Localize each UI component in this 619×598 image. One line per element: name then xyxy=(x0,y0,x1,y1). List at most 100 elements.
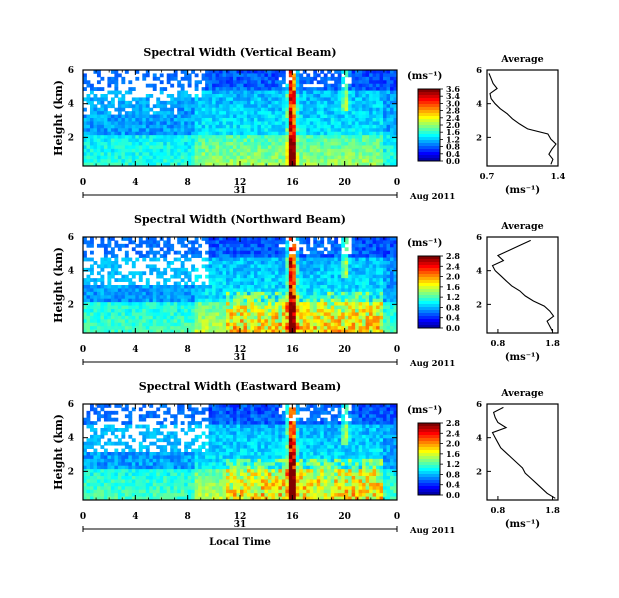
heatmap-cell xyxy=(212,138,216,143)
heatmap-cell xyxy=(330,288,335,293)
heatmap-cell xyxy=(180,135,185,139)
heatmap-cell xyxy=(302,87,307,91)
heatmap-cell xyxy=(271,70,276,74)
heatmap-cell xyxy=(348,83,353,88)
x-tick-label: 0 xyxy=(394,178,400,188)
heatmap-cell xyxy=(142,145,147,150)
heatmap-cell xyxy=(96,70,101,74)
heatmap-cell xyxy=(243,267,248,272)
heatmap-cell xyxy=(93,455,98,460)
average-y-tick-label: 2 xyxy=(476,133,482,143)
heatmap-cell xyxy=(320,278,325,282)
heatmap-cell xyxy=(253,267,258,272)
heatmap-cell xyxy=(184,155,189,160)
heatmap-cell xyxy=(93,87,98,91)
heatmap-cell xyxy=(110,142,115,146)
heatmap-cell xyxy=(173,267,178,272)
colorbar-tick-label: 2.8 xyxy=(446,251,460,261)
heatmap-cell xyxy=(121,315,126,320)
heatmap-cell xyxy=(229,152,234,157)
heatmap-cell xyxy=(159,247,164,252)
heatmap-cell xyxy=(156,295,161,300)
heatmap-cell xyxy=(369,312,373,317)
heatmap-cell xyxy=(177,309,182,313)
heatmap-cell xyxy=(187,142,192,146)
heatmap-cell xyxy=(348,94,353,98)
heatmap-cell xyxy=(278,142,283,146)
heatmap-cell xyxy=(383,267,387,272)
heatmap-cell xyxy=(267,291,272,296)
heatmap-cell xyxy=(226,94,230,98)
heatmap-cell xyxy=(320,162,325,167)
heatmap-cell xyxy=(316,159,321,163)
heatmap-cell xyxy=(383,73,387,78)
heatmap-cell xyxy=(376,80,380,85)
heatmap-cell xyxy=(271,295,276,300)
heatmap-cell xyxy=(205,138,209,143)
heatmap-cell xyxy=(330,159,335,163)
heatmap-cell xyxy=(316,281,321,286)
heatmap-cell xyxy=(306,148,311,153)
heatmap-cell xyxy=(316,118,321,122)
heatmap-cell xyxy=(369,250,373,255)
heatmap-cell xyxy=(219,274,223,279)
heatmap-cell xyxy=(159,309,164,313)
heatmap-cell xyxy=(246,298,251,303)
heatmap-cell xyxy=(93,305,98,310)
heatmap-cell xyxy=(219,319,223,324)
heatmap-cell xyxy=(156,121,161,126)
heatmap-cell xyxy=(341,70,346,74)
heatmap-cell xyxy=(100,288,105,293)
heatmap-cell xyxy=(110,124,115,129)
heatmap-cell xyxy=(393,237,398,241)
heatmap-cell xyxy=(379,237,384,241)
heatmap-cell xyxy=(257,159,262,163)
heatmap-cell xyxy=(278,240,283,245)
heatmap-cell xyxy=(369,118,373,122)
heatmap-cell xyxy=(260,97,265,102)
heatmap-cell xyxy=(246,114,251,119)
heatmap-cell xyxy=(355,285,360,289)
heatmap-cell xyxy=(309,90,314,95)
heatmap-cell xyxy=(201,138,206,143)
heatmap-cell xyxy=(250,87,255,91)
heatmap-cell xyxy=(295,257,300,262)
heatmap-cell xyxy=(215,322,220,327)
heatmap-cell xyxy=(355,240,360,245)
average-x-axis-label: (ms⁻¹) xyxy=(505,185,540,196)
colorbar-tick-label: 1.6 xyxy=(446,282,460,292)
heatmap-cell xyxy=(281,295,286,300)
heatmap-cell xyxy=(110,309,115,313)
heatmap-cell xyxy=(337,274,342,279)
heatmap-cell xyxy=(184,107,189,112)
heatmap-cell xyxy=(302,128,307,133)
heatmap-cell xyxy=(233,285,237,289)
heatmap-cell xyxy=(103,243,108,248)
heatmap-cell xyxy=(316,114,321,119)
heatmap-cell xyxy=(205,329,209,334)
heatmap-cell xyxy=(117,128,122,133)
heatmap-cell xyxy=(355,135,360,139)
heatmap-cell xyxy=(376,291,380,296)
heatmap-cell xyxy=(285,131,290,136)
heatmap-cell xyxy=(250,128,255,133)
heatmap-cell xyxy=(187,124,192,129)
heatmap-cell xyxy=(376,250,380,255)
heatmap-cell xyxy=(222,148,227,153)
heatmap-cell xyxy=(341,298,346,303)
heatmap-cell xyxy=(323,309,328,313)
heatmap-cell xyxy=(299,250,304,255)
heatmap-cell xyxy=(208,94,213,98)
heatmap-cell xyxy=(110,482,115,487)
heatmap-cell xyxy=(260,250,265,255)
heatmap-cell xyxy=(344,73,349,78)
heatmap-cell xyxy=(257,152,262,157)
colorbar-segment xyxy=(418,283,440,287)
heatmap-cell xyxy=(316,148,321,153)
heatmap-cell xyxy=(138,237,143,241)
heatmap-cell xyxy=(348,128,353,133)
heatmap-cell xyxy=(184,274,189,279)
heatmap-cell xyxy=(379,295,384,300)
heatmap-cell xyxy=(128,315,133,320)
heatmap-cell xyxy=(222,329,227,334)
